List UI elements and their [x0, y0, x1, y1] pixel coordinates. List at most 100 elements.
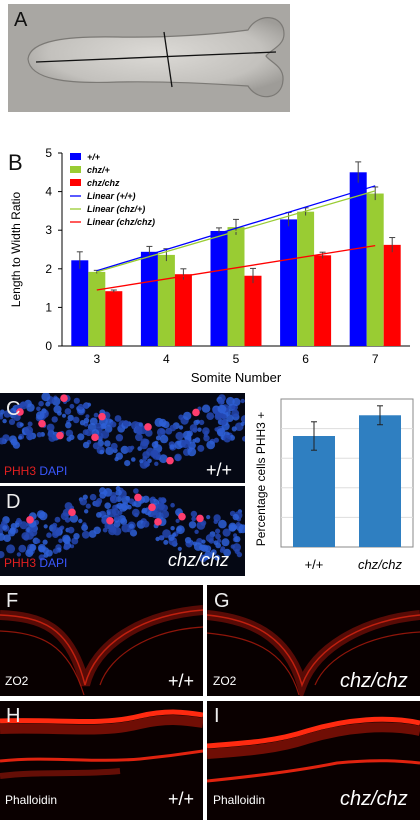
dapi-nucleus	[197, 444, 205, 452]
dapi-nucleus	[181, 439, 190, 449]
panel-c-stain-label: PHH3 DAPI	[4, 464, 67, 478]
dapi-nucleus	[36, 510, 46, 519]
dapi-nucleus	[202, 427, 210, 435]
dapi-nucleus	[0, 415, 4, 420]
dapi-nucleus	[89, 493, 97, 501]
phh3-cell	[144, 423, 152, 431]
dapi-nucleus	[162, 529, 171, 538]
dapi-nucleus	[72, 416, 80, 424]
panel-c-stain-dapi: DAPI	[39, 464, 68, 478]
dapi-nucleus	[128, 498, 135, 505]
dapi-nucleus	[194, 529, 199, 534]
panel-i-genotype: chz/chz	[340, 788, 408, 810]
legend-swatch	[70, 166, 81, 173]
dapi-nucleus	[113, 513, 121, 521]
dapi-nucleus	[109, 495, 116, 502]
panel-i-letter: I	[214, 705, 220, 727]
dapi-nucleus	[231, 426, 237, 432]
dapi-nucleus	[114, 456, 119, 462]
dapi-nucleus	[51, 416, 58, 423]
dapi-nucleus	[242, 436, 245, 442]
panel-c-letter: C	[6, 398, 21, 420]
panel-b-letter: B	[8, 150, 23, 175]
dapi-nucleus	[159, 428, 165, 435]
dapi-nucleus	[69, 403, 75, 409]
dapi-nucleus	[175, 431, 184, 441]
dapi-nucleus	[120, 502, 129, 511]
dapi-nucleus	[104, 502, 111, 509]
legend-swatch	[70, 153, 81, 160]
dapi-nucleus	[206, 440, 216, 450]
dapi-nucleus	[215, 528, 221, 534]
dapi-nucleus	[189, 424, 198, 432]
dapi-nucleus	[45, 401, 51, 407]
dapi-nucleus	[54, 516, 61, 523]
panel-h-stain: Phalloidin	[5, 793, 58, 807]
dapi-nucleus	[232, 513, 239, 521]
panel-f-image	[0, 585, 203, 696]
dapi-nucleus	[94, 500, 101, 508]
dapi-nucleus	[2, 418, 7, 424]
dapi-nucleus	[9, 410, 14, 415]
dapi-nucleus	[240, 421, 245, 426]
dapi-nucleus	[64, 408, 72, 415]
y-tick-label: 5	[45, 146, 52, 160]
dapi-nucleus	[230, 544, 235, 549]
dapi-nucleus	[36, 432, 43, 438]
chart-b-somite-ratio: 0 1 2 3 4 5 3 4 5 6 7 Somite Number Length to Width …	[9, 146, 410, 385]
dapi-nucleus	[111, 508, 120, 516]
dapi-nucleus	[123, 420, 129, 426]
dapi-nucleus	[89, 417, 98, 426]
dapi-nucleus	[52, 548, 59, 554]
dapi-nucleus	[161, 510, 170, 519]
phh3-cell	[166, 456, 174, 465]
dapi-nucleus	[220, 546, 226, 551]
panel-g-image	[207, 585, 420, 696]
dapi-nucleus	[73, 533, 80, 540]
dapi-nucleus	[45, 549, 53, 557]
dapi-nucleus	[128, 523, 135, 529]
dapi-nucleus	[67, 414, 74, 422]
dapi-nucleus	[234, 536, 241, 543]
panel-f-stain: ZO2	[5, 674, 29, 688]
x-tick-label: 5	[233, 352, 240, 366]
dapi-nucleus	[158, 535, 164, 541]
phh3-cell	[38, 419, 46, 428]
bar	[297, 211, 315, 346]
panel-f-tissue	[0, 605, 203, 696]
dapi-nucleus	[38, 400, 44, 407]
dapi-nucleus	[226, 414, 234, 422]
dapi-nucleus	[64, 517, 71, 523]
dapi-nucleus	[46, 423, 55, 432]
panel-c-tissue	[0, 393, 245, 469]
panel-g-genotype: chz/chz	[340, 670, 408, 692]
dapi-nucleus	[77, 403, 84, 410]
panel-d-genotype: chz/chz	[168, 550, 230, 570]
dapi-nucleus	[217, 398, 225, 405]
y-tick-label: 2	[45, 262, 52, 276]
panel-g-tissue	[207, 610, 420, 696]
dapi-nucleus	[159, 434, 169, 444]
x-axis-title: Somite Number	[191, 370, 282, 385]
dapi-nucleus	[143, 461, 150, 468]
dapi-nucleus	[52, 522, 58, 528]
dapi-nucleus	[6, 544, 16, 554]
dapi-nucleus	[178, 425, 184, 430]
bar	[157, 254, 175, 346]
phh3-cell	[68, 508, 76, 517]
bar	[359, 415, 401, 547]
dapi-nucleus	[176, 525, 185, 535]
x-tick-label: 3	[93, 352, 100, 366]
x-tick-label: +/+	[305, 557, 324, 572]
dapi-nucleus	[154, 417, 164, 427]
dapi-nucleus	[188, 441, 196, 450]
dapi-nucleus	[0, 409, 5, 415]
legend-label: Linear (chz/chz)	[87, 217, 155, 227]
dapi-nucleus	[238, 529, 243, 534]
dapi-nucleus	[206, 515, 211, 520]
dapi-nucleus	[92, 442, 100, 450]
dapi-nucleus	[41, 408, 47, 414]
dapi-nucleus	[154, 503, 164, 513]
dapi-nucleus	[102, 527, 108, 533]
dapi-nucleus	[67, 526, 75, 534]
